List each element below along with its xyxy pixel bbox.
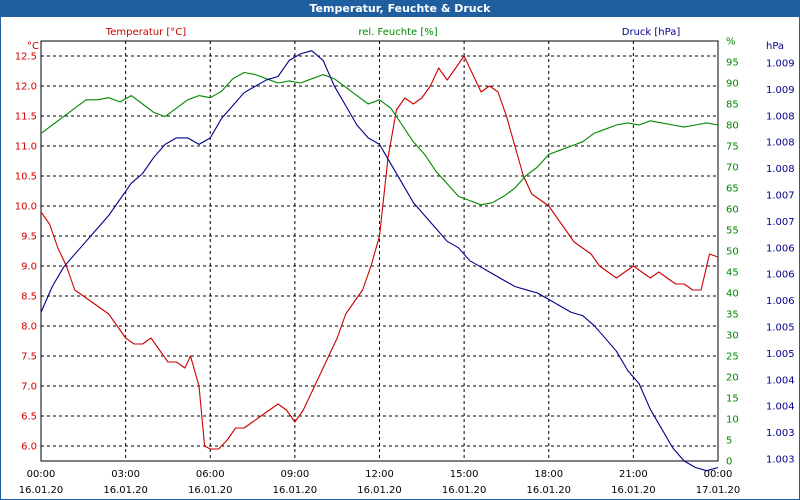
y-tick-label-humidity: 65 <box>726 184 739 195</box>
y-tick-label-temperature: 11.0 <box>15 142 37 153</box>
y-tick-label-humidity: 40 <box>726 289 739 300</box>
y-tick-label-pressure: 1.004 <box>766 402 795 413</box>
y-tick-label-temperature: 9.0 <box>21 262 37 273</box>
x-tick-label-date: 17.01.20 <box>696 485 741 496</box>
x-tick-label-date: 16.01.20 <box>103 485 148 496</box>
y-tick-label-humidity: 30 <box>726 331 739 342</box>
y-tick-label-pressure: 1.008 <box>766 138 795 149</box>
y-tick-label-humidity: 0 <box>726 457 732 468</box>
y-tick-label-humidity: 75 <box>726 142 739 153</box>
y-tick-label-humidity: 85 <box>726 100 739 111</box>
y-tick-label-pressure: 1.005 <box>766 349 795 360</box>
y-tick-label-humidity: 25 <box>726 352 739 363</box>
series-line <box>40 71 719 206</box>
y-tick-label-temperature: 12.5 <box>15 52 37 63</box>
x-tick-label-time: 03:00 <box>111 469 140 480</box>
y-tick-label-humidity: 80 <box>726 121 739 132</box>
y-tick-label-pressure: 1.008 <box>766 111 795 122</box>
y-tick-label-pressure: 1.006 <box>766 270 795 281</box>
series-line <box>40 55 719 450</box>
legend-label: Temperatur [°C] <box>105 27 186 38</box>
x-tick-label-time: 09:00 <box>280 469 309 480</box>
y-tick-label-pressure: 1.004 <box>766 375 795 386</box>
y-tick-label-temperature: 11.5 <box>15 112 37 123</box>
x-tick-label-date: 16.01.20 <box>19 485 64 496</box>
x-tick-label-time: 15:00 <box>450 469 479 480</box>
y-tick-label-humidity: 10 <box>726 415 739 426</box>
y-tick-label-temperature: 9.5 <box>21 232 37 243</box>
y-tick-label-humidity: 20 <box>726 373 739 384</box>
y-tick-label-temperature: 6.5 <box>21 412 37 423</box>
x-tick-label-time: 21:00 <box>619 469 648 480</box>
y-axis-unit-temperature: °C <box>27 41 39 52</box>
y-tick-label-humidity: 35 <box>726 310 739 321</box>
legend: Temperatur [°C] rel. Feuchte [%] Druck [hP… <box>105 27 681 38</box>
y-tick-label-humidity: 55 <box>726 226 739 237</box>
y-tick-label-temperature: 7.5 <box>21 352 37 363</box>
y-tick-label-temperature: 10.5 <box>15 172 37 183</box>
y-tick-label-pressure: 1.007 <box>766 191 795 202</box>
y-tick-label-pressure: 1.006 <box>766 296 795 307</box>
y-tick-label-humidity: 50 <box>726 247 739 258</box>
y-tick-label-pressure: 1.006 <box>766 243 795 254</box>
x-tick-label-date: 16.01.20 <box>526 485 571 496</box>
y-axis-unit-pressure: hPa <box>766 41 784 52</box>
x-tick-label-time: 12:00 <box>365 469 394 480</box>
chart-title: Temperatur, Feuchte & Druck <box>1 1 799 17</box>
y-tick-label-pressure: 1.008 <box>766 164 795 175</box>
y-tick-label-humidity: % <box>726 37 736 48</box>
legend-label: rel. Feuchte [%] <box>358 27 437 38</box>
y-tick-label-humidity: 15 <box>726 394 739 405</box>
x-tick-label-date: 16.01.20 <box>442 485 487 496</box>
x-tick-label-date: 16.01.20 <box>357 485 402 496</box>
y-tick-label-temperature: 10.0 <box>15 202 37 213</box>
y-tick-label-humidity: 5 <box>726 436 732 447</box>
x-tick-label-time: 18:00 <box>534 469 563 480</box>
y-tick-label-pressure: 1.003 <box>766 455 795 466</box>
x-tick-label-time: 00:00 <box>27 469 56 480</box>
y-tick-label-temperature: 7.0 <box>21 382 37 393</box>
y-tick-label-temperature: 8.5 <box>21 292 37 303</box>
y-tick-label-humidity: 90 <box>726 79 739 90</box>
x-tick-label-date: 16.01.20 <box>611 485 656 496</box>
y-tick-label-humidity: 60 <box>726 205 739 216</box>
legend-label: Druck [hPa] <box>622 27 681 38</box>
y-tick-label-pressure: 1.003 <box>766 428 795 439</box>
y-tick-label-humidity: 45 <box>726 268 739 279</box>
y-tick-label-pressure: 1.009 <box>766 59 795 70</box>
series-line <box>40 50 719 472</box>
x-tick-label-time: 00:00 <box>704 469 733 480</box>
axis-ticks: 00:00 16.01.20 03:00 16.01.20 06:00 16.01.20 0… <box>15 37 795 497</box>
y-tick-label-pressure: 1.007 <box>766 217 795 228</box>
y-tick-label-humidity: 95 <box>726 58 739 69</box>
x-tick-label-date: 16.01.20 <box>188 485 233 496</box>
gridlines <box>41 41 718 461</box>
x-tick-label-date: 16.01.20 <box>273 485 318 496</box>
y-tick-label-pressure: 1.009 <box>766 85 795 96</box>
y-tick-label-temperature: 12.0 <box>15 82 37 93</box>
y-tick-label-humidity: 70 <box>726 163 739 174</box>
y-tick-label-pressure: 1.005 <box>766 323 795 334</box>
x-tick-label-time: 06:00 <box>196 469 225 480</box>
y-tick-label-temperature: 6.0 <box>21 442 37 453</box>
y-tick-label-temperature: 8.0 <box>21 322 37 333</box>
series-lines <box>40 50 719 472</box>
